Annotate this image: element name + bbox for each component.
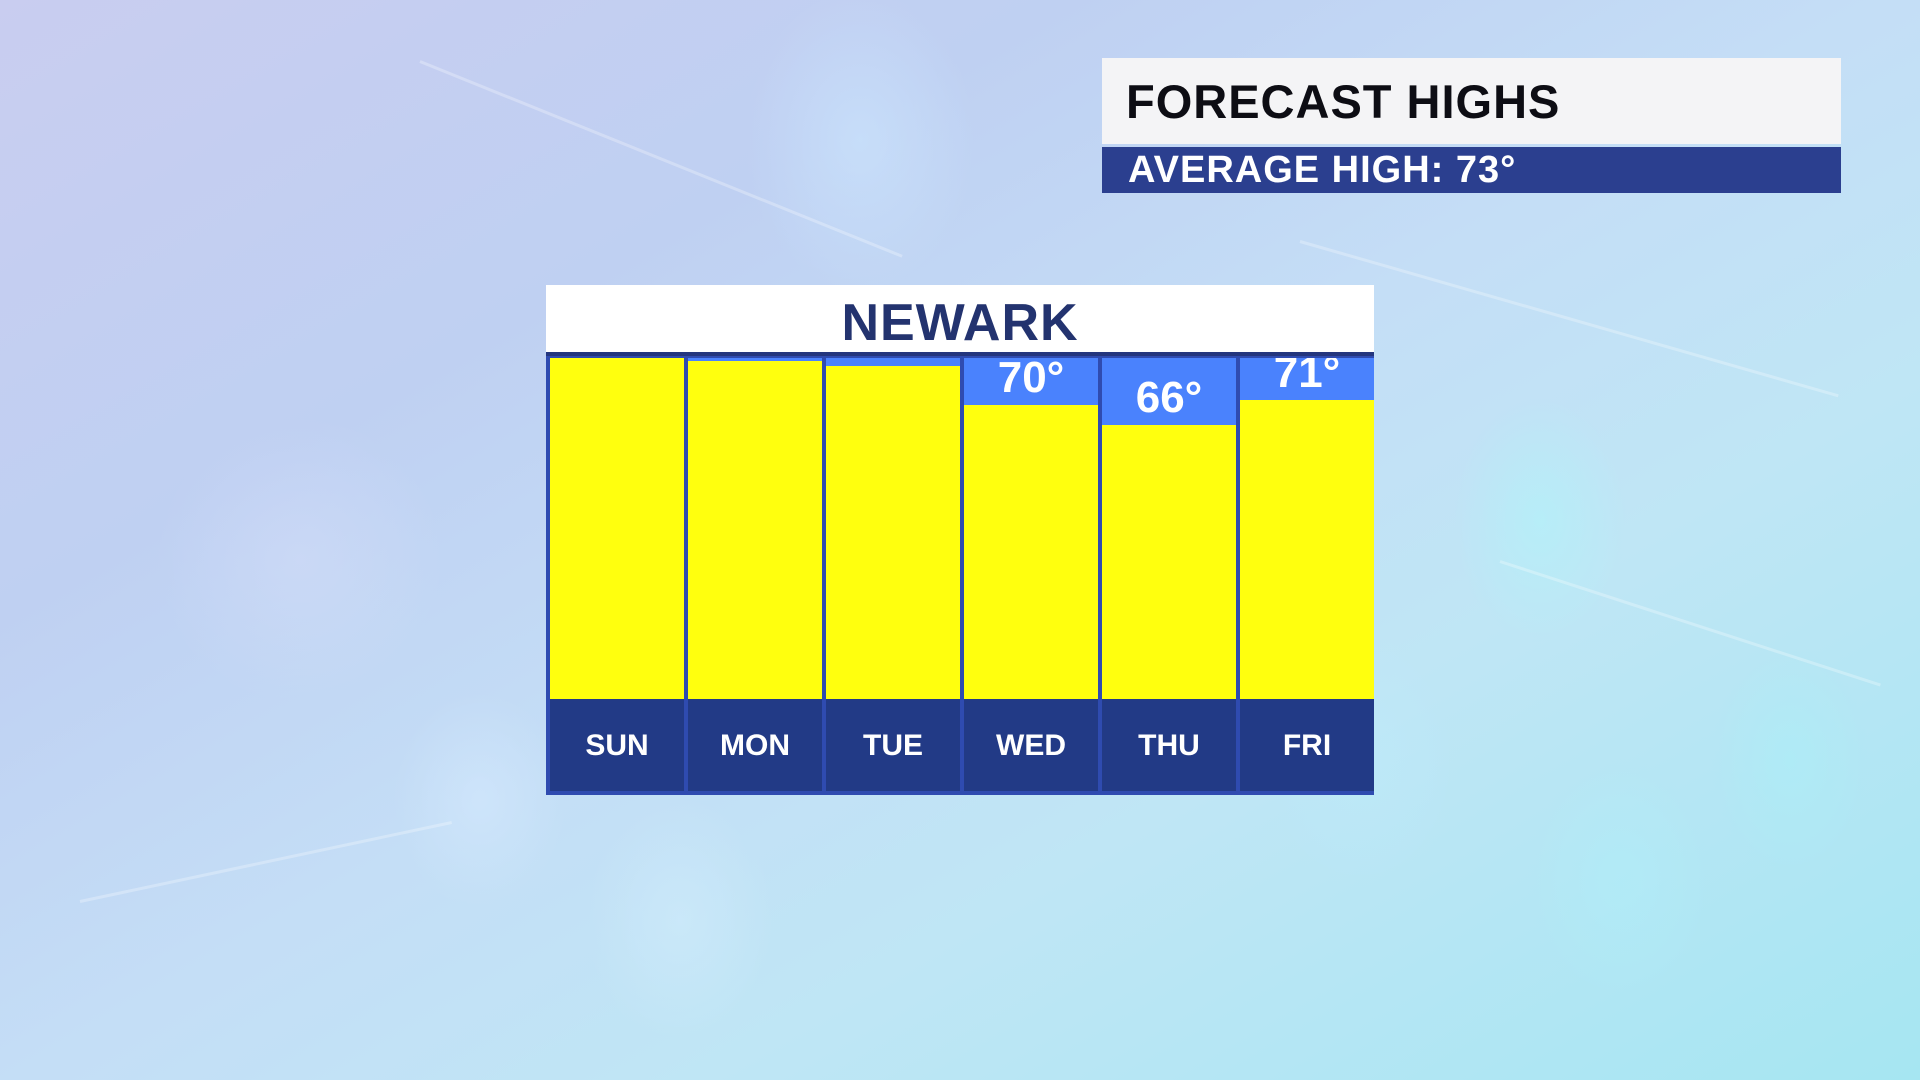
- day-label: WED: [996, 729, 1066, 762]
- bar-column: 66° THU: [1102, 358, 1236, 791]
- city-title-bar: NEWARK: [546, 285, 1374, 356]
- bar-fill: [1240, 400, 1374, 699]
- average-high-bar: AVERAGE HIGH: 73°: [1102, 147, 1841, 193]
- bar-value-label: 71°: [1273, 358, 1341, 398]
- bar-columns: 81°SUN 79° MON 78° TUE 70° WED 66° THU 71° FRI: [546, 356, 1374, 795]
- day-label-box: MON: [688, 699, 822, 791]
- day-label-box: THU: [1102, 699, 1236, 791]
- bar-column: 71° FRI: [1240, 358, 1374, 791]
- day-label: MON: [720, 729, 790, 762]
- forecast-chart: NEWARK 81°SUN 79° MON 78° TUE 70° WED 66° THU 71°…: [546, 285, 1374, 795]
- bar-value-label: 78°: [826, 358, 960, 364]
- day-label-box: WED: [964, 699, 1098, 791]
- day-label: SUN: [585, 729, 649, 762]
- day-label: TUE: [863, 729, 923, 762]
- bar-column: 79° MON: [688, 358, 822, 791]
- day-label-box: TUE: [826, 699, 960, 791]
- header-title-box: FORECAST HIGHS: [1102, 58, 1841, 144]
- bar-column: 81°SUN: [550, 358, 684, 791]
- average-high-label: AVERAGE HIGH: 73°: [1128, 149, 1517, 191]
- header-title: FORECAST HIGHS: [1126, 75, 1561, 128]
- bar-fill: [1102, 424, 1236, 699]
- bar-fill: [826, 365, 960, 699]
- day-label: FRI: [1282, 729, 1332, 762]
- bar-fill: [550, 358, 684, 699]
- bar-fill: [964, 405, 1098, 699]
- bar-column: 70° WED: [964, 358, 1098, 791]
- bar-fill: [688, 360, 822, 699]
- bar-value-label: 70°: [997, 358, 1065, 402]
- chart-title: NEWARK: [841, 294, 1079, 352]
- bar-value-label: 79°: [688, 358, 822, 359]
- day-label-box: FRI: [1240, 699, 1374, 791]
- bar-column: 78° TUE: [826, 358, 960, 791]
- day-label-box: SUN: [550, 699, 684, 791]
- bar-value-label: 66°: [1135, 372, 1203, 422]
- day-label: THU: [1138, 729, 1200, 762]
